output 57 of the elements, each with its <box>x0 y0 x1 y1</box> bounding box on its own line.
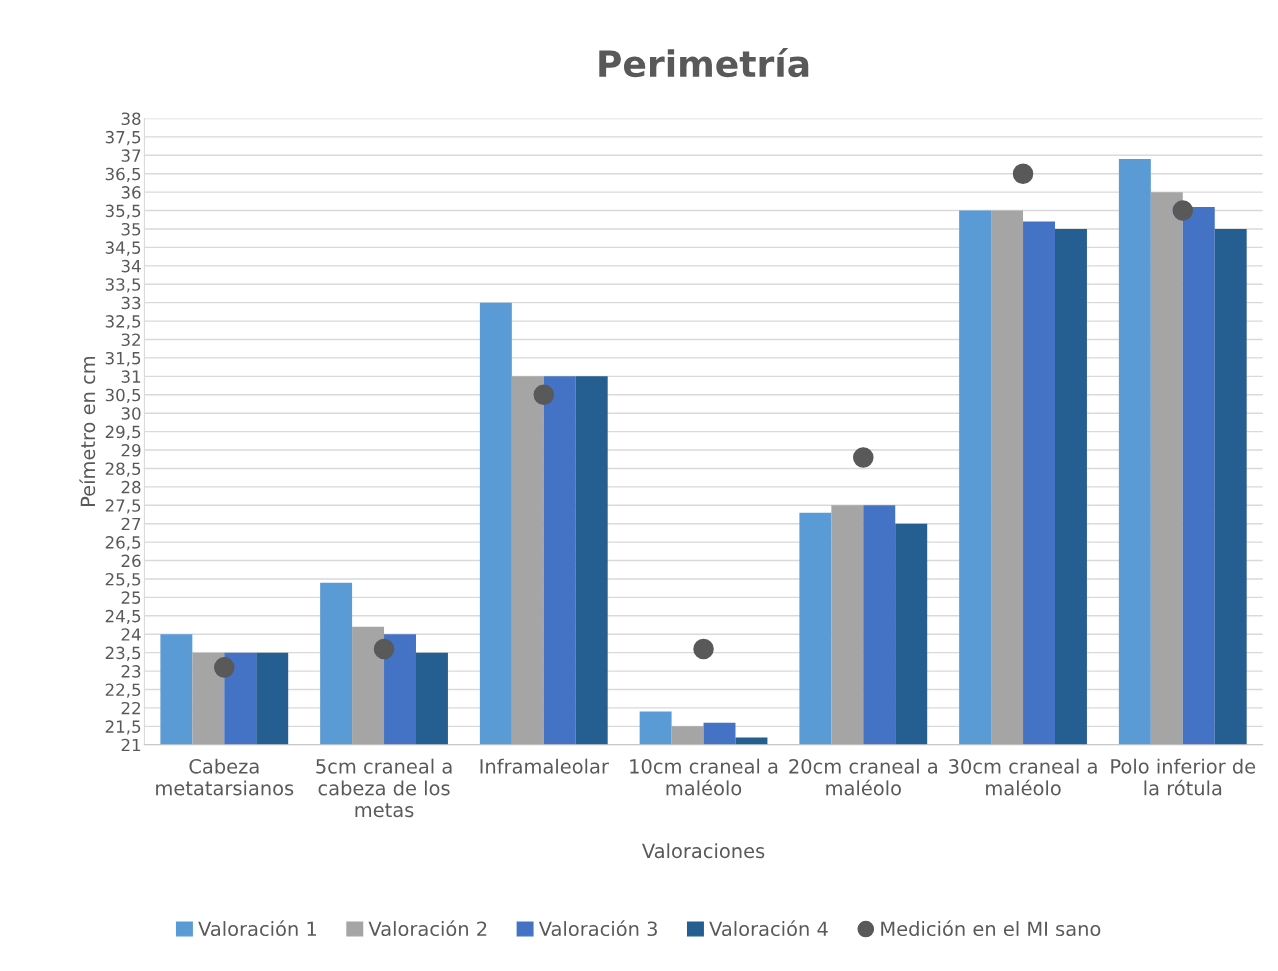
point <box>1172 200 1194 221</box>
y-tick-label: 25,5 <box>105 572 141 588</box>
y-tick-label: 29 <box>121 443 141 457</box>
y-tick-label: 35,5 <box>105 204 141 219</box>
x-tick-label: 20cm craneal a maléolo <box>789 758 937 796</box>
x-tick-label: Polo inferior de la rótula <box>1111 758 1256 796</box>
y-tick-label: 27 <box>121 517 141 531</box>
y-tick-label: 34 <box>121 259 141 273</box>
y-tick-label: 37 <box>121 149 141 162</box>
y-tick-label: 23,5 <box>105 646 141 661</box>
y-tick-label: 22 <box>121 701 140 715</box>
y-tick-label: 35 <box>121 222 141 236</box>
y-tick-label: 32,5 <box>105 315 141 330</box>
y-tick-label: 29,5 <box>105 425 141 440</box>
x-tick-label: 10cm craneal a maléolo <box>630 758 778 796</box>
y-tick-label: 30,5 <box>105 388 141 404</box>
y-tick-label: 31 <box>121 370 141 383</box>
y-tick-label: 28 <box>121 480 141 494</box>
y-tick-label: 26,5 <box>105 536 141 551</box>
y-tick-label: 30 <box>121 407 141 420</box>
x-axis-title: Valoraciones <box>642 843 765 859</box>
y-tick-label: 25 <box>121 591 141 604</box>
y-tick-label: 37,5 <box>105 130 141 146</box>
point <box>853 447 874 468</box>
y-tick-label: 24 <box>121 628 141 641</box>
y-tick-label: 33,5 <box>105 278 141 293</box>
y-tick-label: 33 <box>121 296 141 310</box>
point <box>693 638 714 660</box>
y-tick-label: 36 <box>121 186 141 199</box>
y-tick-label: 26 <box>121 554 141 568</box>
y-tick-label: 24,5 <box>105 609 141 625</box>
y-tick-label: 21 <box>121 738 141 752</box>
y-tick-label: 31,5 <box>105 351 141 367</box>
point <box>373 638 395 660</box>
y-tick-label: 36,5 <box>105 167 141 182</box>
chart-title: Perimetría <box>599 47 809 78</box>
y-tick-label: 23 <box>121 665 141 678</box>
x-tick-label: 5cm craneal a cabeza de los metas <box>316 758 452 818</box>
point <box>533 384 555 406</box>
y-axis-title: Peímetro en cm <box>79 356 96 507</box>
point <box>1012 163 1034 184</box>
y-tick-label: 32 <box>121 333 140 347</box>
legend-label: Medición en el MI sano <box>881 920 1101 937</box>
y-tick-label: 22,5 <box>105 683 141 698</box>
y-tick-label: 28,5 <box>105 462 141 477</box>
point <box>214 657 235 678</box>
legend-label: Valoración 4 <box>709 920 828 937</box>
y-tick-label: 38 <box>121 112 141 126</box>
x-tick-label: Cabeza metatarsianos <box>156 758 294 796</box>
x-tick-label: Inframaleolar <box>480 758 609 774</box>
y-tick-label: 27,5 <box>105 499 141 514</box>
y-tick-label: 34,5 <box>105 241 141 256</box>
x-tick-label: 30cm craneal a maléolo <box>949 758 1097 796</box>
legend-label: Valoración 1 <box>198 920 317 937</box>
y-tick-label: 21,5 <box>105 720 141 735</box>
legend-label: Valoración 2 <box>368 920 487 937</box>
legend-label: Valoración 3 <box>538 920 657 937</box>
